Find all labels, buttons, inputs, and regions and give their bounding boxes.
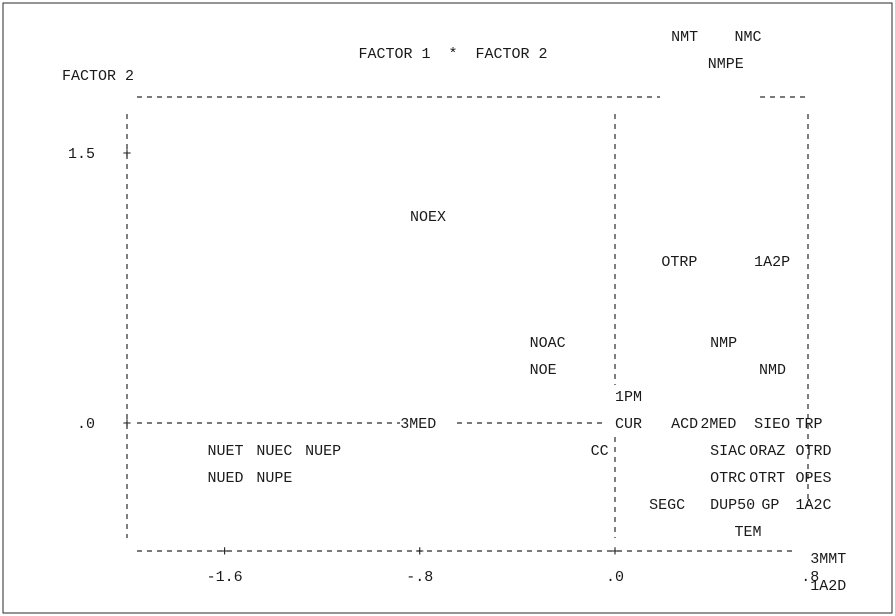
point-label: 2MED [700, 416, 736, 433]
x-tick-label: .8 [801, 569, 819, 586]
point-label: 1A2D [810, 578, 846, 595]
point-label: OPES [796, 470, 832, 487]
point-label: SIEO [754, 416, 790, 433]
tick-marks: + + + + + [122, 146, 619, 561]
point-label: ACD [671, 416, 698, 433]
point-label: 1A2C [796, 497, 832, 514]
point-label: 3MMT [810, 551, 846, 568]
x-tick-label: -1.6 [207, 569, 243, 586]
point-label: NUPE [256, 470, 292, 487]
point-label: 3MED [400, 416, 436, 433]
point-label: DUP50 [710, 497, 755, 514]
y-axis-label: FACTOR 2 [62, 68, 134, 85]
point-label: 1A2P [754, 254, 790, 271]
point-label: NOE [530, 362, 557, 379]
x-tick-mark: + [220, 544, 229, 561]
y-tick-labels: 1.5 .0 [68, 146, 95, 433]
x-tick-mark: + [610, 544, 619, 561]
point-label: NOEX [410, 209, 446, 226]
x-tick-label: .0 [606, 569, 624, 586]
point-label: NMPE [708, 56, 744, 73]
point-label: NMP [710, 335, 737, 352]
x-tick-labels: -1.6 -.8 .0 .8 [207, 569, 820, 586]
point-label: NMC [735, 29, 762, 46]
chart-title: FACTOR 1 * FACTOR 2 [358, 46, 547, 63]
point-label: GP [761, 497, 779, 514]
point-label: NMD [759, 362, 786, 379]
point-label: ORAZ [749, 443, 785, 460]
point-label: OTRC [710, 470, 746, 487]
point-label: NOAC [530, 335, 566, 352]
point-label: TEM [735, 524, 762, 541]
y-tick-label: .0 [77, 416, 95, 433]
point-label: OTRT [749, 470, 785, 487]
x-tick-label: -.8 [406, 569, 433, 586]
point-label: NUEC [256, 443, 292, 460]
point-label: NUED [208, 470, 244, 487]
point-label: NUEP [305, 443, 341, 460]
y-tick-label: 1.5 [68, 146, 95, 163]
point-label: CUR [615, 416, 642, 433]
x-tick-mark: + [415, 544, 424, 561]
y-tick-mark: + [122, 416, 131, 433]
data-point-labels: NMT NMC NMPE NOEX OTRP 1A2P NOAC NMP NOE NMD 1PM 3M… [208, 29, 847, 595]
point-label: SIAC [710, 443, 746, 460]
point-label: 1PM [615, 389, 642, 406]
point-label: NUET [208, 443, 244, 460]
point-label: NMT [671, 29, 698, 46]
point-label: TRP [796, 416, 823, 433]
point-label: OTRD [796, 443, 832, 460]
point-label: SEGC [649, 497, 685, 514]
y-tick-mark: + [122, 146, 131, 163]
point-label: CC [591, 443, 609, 460]
point-label: OTRP [661, 254, 697, 271]
